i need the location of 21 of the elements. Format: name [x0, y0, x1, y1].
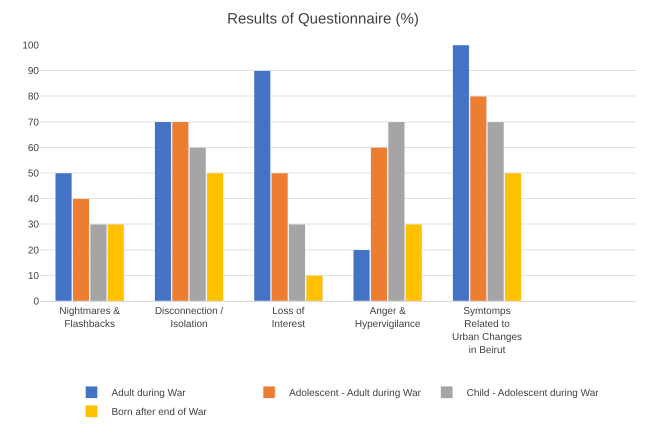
y-tick-label: 80 [28, 92, 40, 103]
chart-title: Results of Questionnaire (%) [227, 10, 419, 28]
y-tick-label: 100 [22, 40, 40, 52]
x-tick-label: Disconnection / Isolation [154, 306, 224, 330]
y-tick-label: 20 [28, 245, 40, 256]
y-tick-label: 90 [28, 66, 40, 78]
legend-label: Adult during War [112, 388, 186, 400]
y-tick-label: 70 [28, 117, 40, 128]
y-tick-label: 30 [28, 220, 40, 231]
y-tick-label: 50 [28, 168, 40, 180]
legend-label: Born after end of War [112, 407, 208, 418]
y-tick-label: 60 [28, 142, 40, 154]
legend-label: Child - Adolescent during War [466, 388, 600, 400]
y-tick-label: 0 [33, 296, 40, 308]
y-tick-label: 10 [28, 270, 40, 282]
x-tick-label: Symtomps Related to Urban Changes in Beirut [452, 306, 522, 356]
y-tick-label: 40 [28, 194, 40, 206]
x-tick-label: Anger & Hypervigilance [354, 306, 421, 330]
x-tick-label: Nightmares & Flashbacks [59, 306, 120, 330]
x-tick-label: Loss of Interest [272, 306, 306, 330]
legend-label: Adolescent - Adult during War [289, 388, 422, 400]
